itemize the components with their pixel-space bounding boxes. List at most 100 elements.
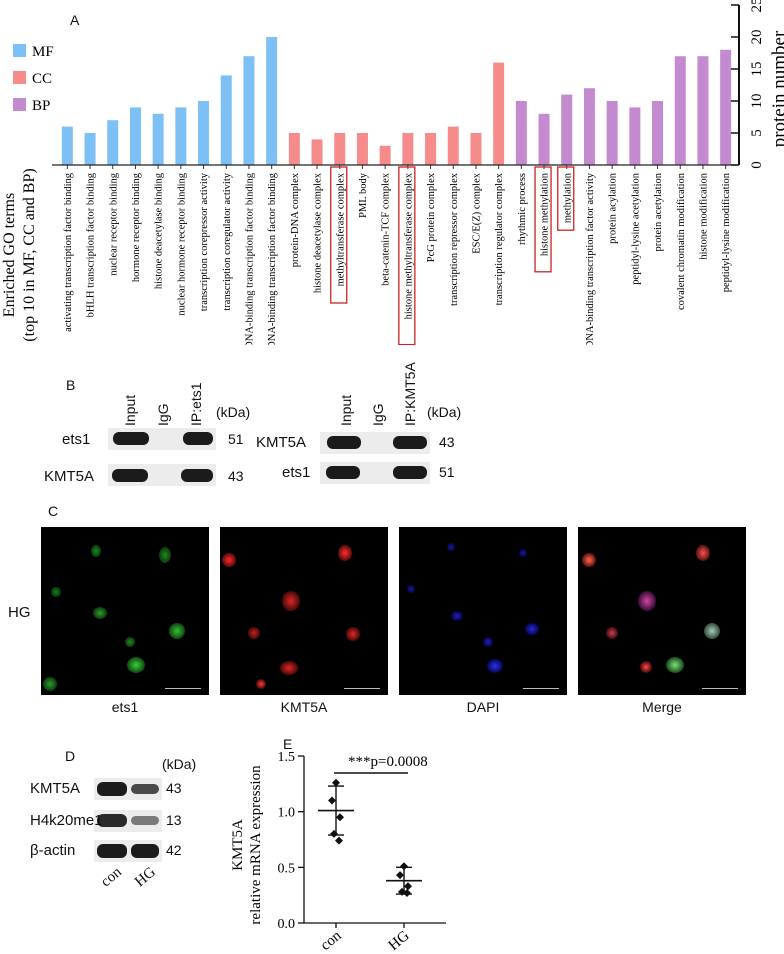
row-label-kmt5a: KMT5A — [30, 780, 81, 797]
x-tick-label: methylation — [562, 172, 573, 223]
micrograph-ets1 — [41, 527, 209, 695]
x-tick-label: transcription regulator complex — [494, 172, 505, 305]
bar — [425, 133, 437, 165]
channel-label-dapi: DAPI — [466, 699, 500, 715]
data-point — [404, 882, 412, 891]
bar — [220, 75, 232, 165]
kda-value: 43 — [439, 434, 455, 450]
legend-swatch — [13, 98, 26, 111]
blot-band — [97, 782, 127, 796]
bar — [515, 101, 527, 165]
panel-label-b: B — [66, 377, 76, 393]
x-tick-label: transcription repressor complex — [449, 172, 460, 306]
lane-header-ip: IP:ets1 — [188, 382, 204, 426]
y-axis-title: KMT5A — [230, 819, 246, 871]
x-tick-label: histone deacetylase binding — [154, 172, 165, 289]
kda-header: (kDa) — [427, 404, 462, 420]
blot-band — [327, 436, 361, 449]
blot-band — [183, 432, 213, 445]
row-label-kmt5a: KMT5A — [256, 434, 307, 451]
kmt5a-mrna-scatter: 0.0 0.5 1.0 1.5 con HG KMT5A relative mRNA expr… — [230, 750, 446, 954]
bar — [629, 107, 641, 165]
lane-header-igg: IgG — [155, 403, 171, 426]
data-point — [330, 829, 338, 838]
y-axis-title-right: protein number — [769, 30, 784, 147]
y-tick-label: 1.5 — [278, 750, 296, 765]
panel-label-d: D — [65, 748, 76, 764]
legend-label: MF — [32, 44, 54, 60]
bar — [107, 120, 119, 165]
bar — [606, 101, 618, 165]
bar — [493, 62, 505, 165]
lane-label-hg: HG — [132, 864, 159, 891]
x-tick-label: beta-catenin-TCF complex — [381, 172, 392, 286]
row-label-h4k20me1: H4k20me1 — [30, 812, 103, 829]
legend-swatch — [13, 71, 26, 84]
blot-band — [131, 784, 159, 794]
kda-value: 51 — [228, 431, 244, 447]
y-axis-title: relative mRNA expression — [248, 765, 264, 925]
blot-band — [113, 432, 149, 445]
y-tick-label: 0 — [749, 161, 765, 169]
x-tick-label: histone methyltransferase complex — [403, 172, 414, 319]
kda-value: 51 — [439, 464, 455, 480]
bar — [311, 139, 323, 165]
bar — [447, 126, 459, 165]
bar — [697, 56, 709, 166]
bar — [720, 49, 732, 165]
highlight-box — [557, 166, 575, 231]
blot-band — [97, 814, 127, 827]
row-label-ets1: ets1 — [282, 464, 311, 481]
x-tick-label: HG — [386, 928, 413, 954]
panel-label-a: A — [70, 12, 80, 28]
x-tick-label: hormone receptor binding — [131, 172, 142, 282]
x-tick-label: transcription coregulator activity — [222, 172, 233, 310]
x-tick-label: nuclear hormone receptor binding — [176, 172, 187, 315]
y-axis-title-left: Enriched GO terms — [1, 193, 18, 317]
y-axis-title-left: (top 10 in MF, CC and BP) — [21, 168, 38, 341]
data-point — [403, 888, 411, 897]
panel-label-e: E — [283, 736, 293, 752]
channel-label-ets1: ets1 — [111, 699, 139, 715]
data-point — [336, 813, 344, 822]
x-tick-label: histone modification — [698, 172, 709, 259]
x-tick-label: transcription corepressor activity — [199, 172, 210, 311]
x-tick-label: protein acylation — [608, 172, 619, 244]
bar — [402, 133, 414, 165]
blot-band — [112, 469, 148, 482]
bar — [334, 133, 346, 165]
x-tick-label: methyltransferase complex — [335, 172, 346, 286]
bar — [243, 56, 255, 166]
legend-label: BP — [32, 98, 50, 114]
y-tick-label: 0.5 — [278, 861, 296, 876]
highlight-box — [398, 166, 416, 345]
bar — [288, 133, 300, 165]
x-tick-label: PcG protein complex — [426, 172, 437, 262]
x-tick-label: protein-DNA complex — [290, 172, 301, 267]
bar — [175, 107, 187, 165]
y-tick-label: 25 — [749, 0, 765, 13]
bar — [379, 145, 391, 165]
go-enrichment-bar-chart: activating transcription factor binding b… — [1, 0, 784, 345]
legend-label: CC — [32, 71, 52, 87]
y-tick-label: 20 — [749, 30, 765, 45]
kda-value: 43 — [166, 780, 182, 796]
data-point — [335, 836, 343, 845]
lane-label-con: con — [98, 864, 125, 891]
blot-band — [131, 816, 159, 825]
lane-header-input: Input — [338, 394, 354, 426]
row-label-hg: HG — [8, 604, 31, 621]
data-point — [400, 862, 408, 871]
panel-label-c: C — [48, 503, 59, 519]
lane-header-ip: IP:KMT5A — [402, 362, 418, 426]
x-tick-label: covalent chromatin modification — [676, 172, 687, 310]
x-tick-label: nuclear receptor binding — [108, 172, 119, 275]
micrograph-dapi — [399, 527, 567, 695]
row-label-kmt5a: KMT5A — [44, 468, 95, 485]
x-tick-label: ESC/E(Z) complex — [471, 172, 482, 254]
y-tick-label: 1.0 — [278, 806, 296, 821]
bar — [470, 133, 482, 165]
bar — [61, 126, 73, 165]
kda-value: 13 — [166, 812, 182, 828]
y-tick-label: 15 — [749, 62, 765, 77]
